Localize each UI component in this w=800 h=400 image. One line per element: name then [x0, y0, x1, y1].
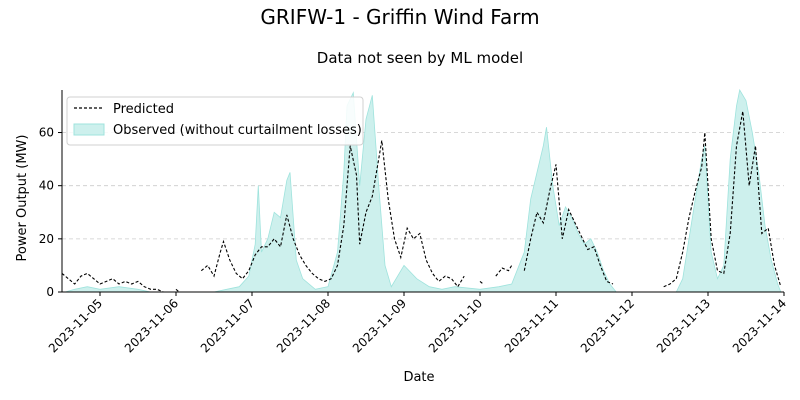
y-tick-label: 20 — [39, 232, 54, 246]
predicted-line-segment — [663, 111, 782, 288]
predicted-line-segment — [495, 265, 513, 277]
y-tick-label: 60 — [39, 126, 54, 140]
legend-predicted-label: Predicted — [113, 102, 174, 117]
x-tick-label: 2023-11-10 — [426, 296, 485, 355]
observed-area-segment — [65, 286, 151, 293]
x-tick-label: 2023-11-11 — [502, 296, 561, 355]
x-tick-label: 2023-11-06 — [122, 296, 181, 355]
x-tick-label: 2023-11-09 — [350, 296, 409, 355]
x-axis-label: Date — [403, 370, 434, 385]
y-axis: 0 20 40 60 — [39, 90, 63, 299]
predicted-line-segment — [175, 288, 180, 293]
predicted-line-segment — [523, 164, 614, 285]
y-axis-label: Power Output (MW) — [15, 135, 30, 262]
observed-area-segment — [675, 88, 782, 293]
legend-observed-label: Observed (without curtailment losses) — [113, 123, 362, 138]
predicted-line-layer — [61, 111, 782, 293]
observed-area-layer — [65, 88, 782, 293]
grid-lines — [62, 132, 784, 240]
x-tick-label: 2023-11-13 — [654, 296, 713, 355]
x-tick-label: 2023-11-12 — [578, 296, 637, 355]
observed-area-segment — [213, 91, 618, 293]
legend-observed-swatch — [73, 123, 105, 136]
x-tick-label: 2023-11-05 — [46, 296, 105, 355]
legend-box — [66, 96, 364, 146]
chart-subtitle: Data not seen by ML model — [317, 49, 523, 67]
chart-title: GRIFW-1 - Griffin Wind Farm — [260, 5, 539, 29]
predicted-line-segment — [200, 140, 465, 288]
x-tick-label: 2023-11-07 — [198, 296, 257, 355]
x-axis: 2023-11-05 2023-11-06 2023-11-07 2023-11-08… — [46, 291, 789, 355]
y-tick-label: 40 — [39, 179, 54, 193]
x-tick-label: 2023-11-14 — [730, 296, 789, 355]
x-tick-label: 2023-11-08 — [274, 296, 333, 355]
y-tick-label: 0 — [46, 285, 54, 299]
legend: Predicted Observed (without curtailment … — [66, 96, 364, 146]
predicted-line-segment — [479, 280, 484, 285]
